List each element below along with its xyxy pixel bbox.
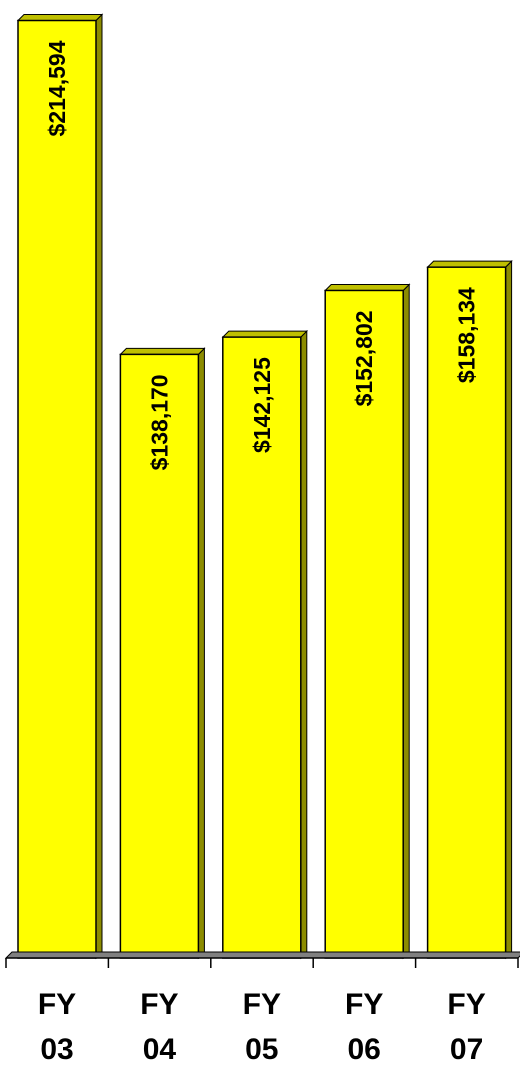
- bar-top: [221, 330, 309, 338]
- chart-floor: [4, 951, 520, 959]
- bar-side: [300, 329, 308, 960]
- x-tick-label: FY: [447, 988, 485, 1021]
- bar: [222, 336, 302, 959]
- x-axis: [4, 951, 520, 968]
- x-tick-label: 06: [348, 1033, 381, 1066]
- x-tick-labels: FY 03 FY 04 FY 05 FY 06 FY 07: [38, 988, 486, 1066]
- x-tick-label: FY: [243, 988, 281, 1021]
- bar: [119, 353, 200, 959]
- bars-group: $214,594 $138,170 $142,125 $152,802 $158,134: [16, 13, 513, 960]
- x-tick-label: FY: [140, 988, 178, 1021]
- x-tick-label: FY: [38, 988, 76, 1021]
- bar-top: [323, 283, 411, 291]
- x-tick-label: 03: [40, 1033, 73, 1066]
- bar-side: [197, 347, 205, 960]
- data-label: $152,802: [351, 310, 377, 406]
- data-label: $158,134: [454, 287, 480, 383]
- bar-side: [402, 283, 410, 960]
- bar-top: [16, 14, 104, 22]
- bar: [17, 19, 97, 959]
- data-label: $142,125: [249, 357, 275, 453]
- bar-side: [95, 13, 103, 960]
- data-label: $214,594: [44, 40, 70, 136]
- bar-top: [119, 347, 206, 355]
- bar: [426, 266, 507, 959]
- bar-side: [505, 259, 513, 960]
- bar: [324, 289, 404, 959]
- x-tick-label: 07: [450, 1033, 483, 1066]
- x-tick-label: 05: [245, 1033, 278, 1066]
- bar-top: [426, 260, 513, 268]
- x-tick-label: 04: [143, 1033, 177, 1066]
- data-label: $138,170: [146, 374, 172, 470]
- x-tick-label: FY: [345, 988, 383, 1021]
